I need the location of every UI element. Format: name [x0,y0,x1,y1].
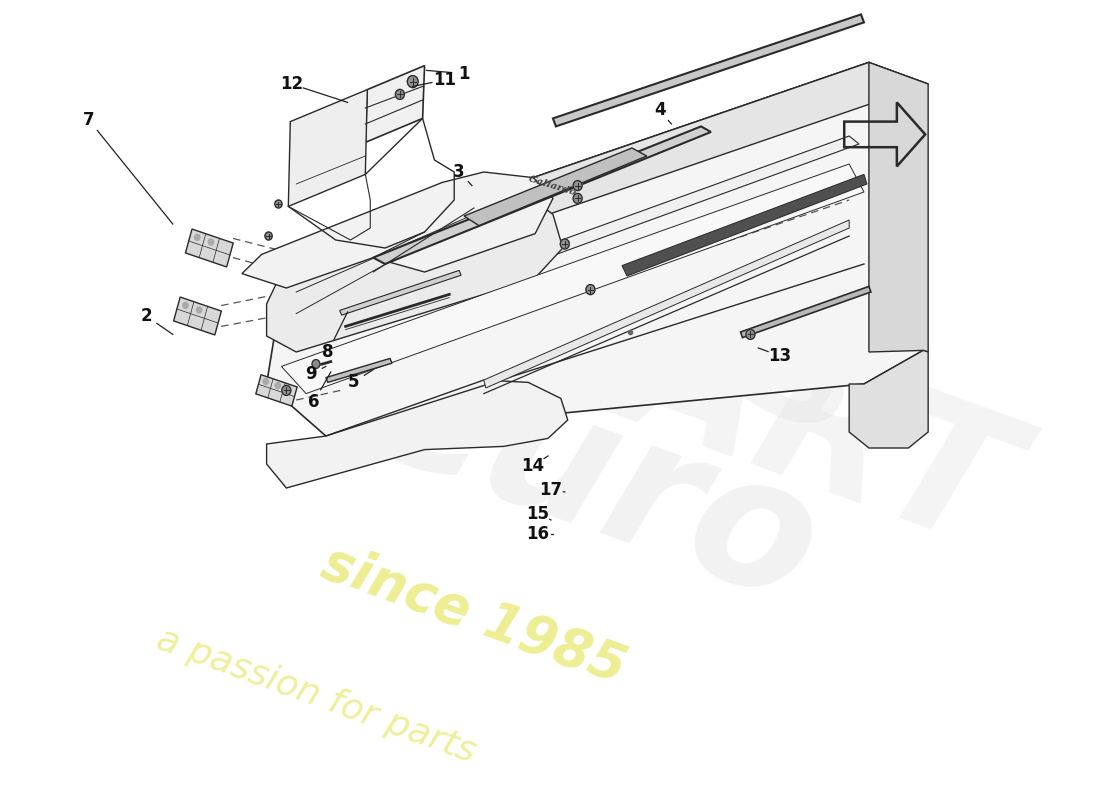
Polygon shape [174,297,221,335]
Polygon shape [464,148,647,226]
Polygon shape [186,229,233,267]
Polygon shape [286,62,928,284]
Polygon shape [553,14,864,126]
Text: 8: 8 [322,343,333,361]
Text: 12: 12 [279,75,302,93]
Polygon shape [326,358,392,382]
Polygon shape [288,90,367,206]
Text: a passion for parts: a passion for parts [152,622,480,770]
Polygon shape [869,62,928,352]
Text: 6: 6 [308,393,320,410]
Polygon shape [340,270,461,315]
Text: since 1985: since 1985 [315,537,632,695]
Polygon shape [365,66,425,142]
Text: 17: 17 [539,481,562,498]
Text: 5: 5 [348,374,360,391]
Polygon shape [242,172,553,288]
Circle shape [195,234,200,240]
Polygon shape [256,374,297,406]
Polygon shape [484,220,849,388]
Circle shape [208,239,213,245]
Text: es: es [613,230,889,474]
Text: 1: 1 [459,65,470,82]
Circle shape [265,232,272,240]
Circle shape [746,330,755,339]
Text: 15: 15 [527,505,550,522]
Circle shape [275,200,282,208]
Text: 14: 14 [521,457,544,474]
Polygon shape [373,126,711,264]
Circle shape [407,76,418,88]
Circle shape [183,302,188,308]
Text: 3: 3 [453,163,465,181]
Polygon shape [849,350,928,448]
Polygon shape [282,164,864,394]
Text: 11: 11 [432,71,455,89]
Text: 2: 2 [141,307,152,325]
Polygon shape [296,136,859,346]
Polygon shape [266,186,563,352]
Polygon shape [740,286,871,338]
Text: 4: 4 [653,102,666,119]
Polygon shape [286,62,928,284]
Text: euro: euro [345,318,842,642]
Circle shape [275,382,280,389]
Text: 7: 7 [84,111,95,129]
Circle shape [573,181,582,190]
Circle shape [312,360,320,368]
Polygon shape [266,62,923,436]
Text: 13: 13 [769,347,792,365]
Text: PART: PART [494,246,1033,586]
Circle shape [395,90,405,99]
Circle shape [586,285,595,294]
Circle shape [282,386,290,395]
Polygon shape [623,174,867,276]
Text: 16: 16 [527,526,550,543]
Text: Gallardo: Gallardo [528,174,579,198]
Circle shape [573,194,582,203]
Polygon shape [266,380,568,488]
Circle shape [263,378,268,385]
Circle shape [197,307,201,313]
Circle shape [560,239,570,249]
Text: 9: 9 [305,366,317,383]
